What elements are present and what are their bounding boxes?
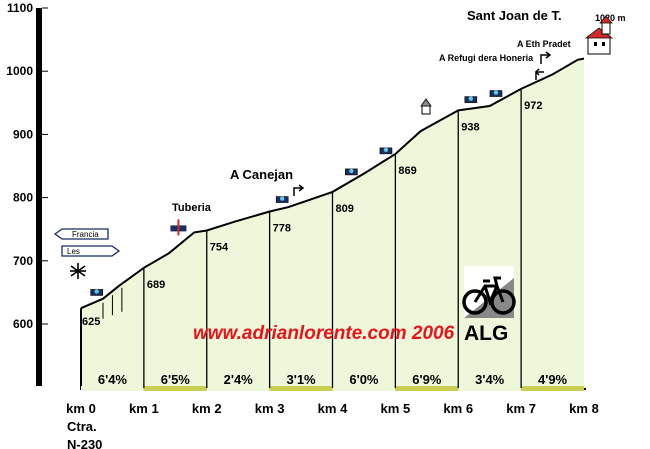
svg-text:Les: Les bbox=[67, 247, 80, 256]
km-elevation-label: 869 bbox=[398, 165, 416, 177]
water-fountain-icon bbox=[90, 289, 104, 296]
water-fountain-icon bbox=[379, 147, 393, 155]
y-tick-label: 900 bbox=[13, 127, 33, 141]
x-tick-labels: km 0 km 1 km 2 km 3 km 4 km 5 km 6 km 7 km 8 bbox=[66, 401, 599, 416]
gradient-band bbox=[269, 386, 333, 391]
water-fountain-icon bbox=[489, 90, 503, 97]
x-tick-label: km 7 bbox=[506, 401, 536, 416]
gradient-label: 6'0% bbox=[349, 372, 379, 387]
water-fountain-icon bbox=[345, 168, 358, 176]
km-elevation-label: 689 bbox=[147, 279, 165, 291]
tuberia-label: Tuberia bbox=[172, 202, 212, 214]
gradient-band bbox=[81, 386, 144, 391]
y-tick-label: 600 bbox=[13, 317, 33, 331]
km-elevation-label: 809 bbox=[336, 203, 354, 215]
km-elevation-label: 754 bbox=[210, 241, 229, 253]
y-tick-label: 1100 bbox=[7, 1, 33, 15]
turn-right-arrow-icon bbox=[293, 184, 305, 196]
gradient-labels: 6'4% 6'5% 2'4% 3'1% 6'0% 6'9% 3'4% 4'9% bbox=[81, 372, 584, 391]
gradient-label: 3'1% bbox=[287, 372, 317, 387]
y-axis-bar bbox=[36, 8, 42, 386]
gradient-label: 4'9% bbox=[538, 372, 568, 387]
francia-sign: Francia bbox=[53, 228, 109, 240]
start-label-line1: Ctra. bbox=[67, 419, 97, 434]
gradient-label: 3'4% bbox=[475, 372, 505, 387]
tuberia-pipe-icon bbox=[170, 219, 187, 236]
start-elevation-label: 625 bbox=[82, 316, 100, 328]
km-elevation-label: 972 bbox=[524, 100, 542, 112]
village-icon bbox=[584, 15, 614, 55]
profile-icons bbox=[90, 90, 503, 296]
gradient-band bbox=[332, 386, 396, 391]
canejan-label: A Canejan bbox=[230, 167, 293, 182]
x-tick-label: km 5 bbox=[381, 401, 411, 416]
x-tick-label: km 1 bbox=[129, 401, 159, 416]
summit-elevation-label: 1020 m bbox=[595, 13, 626, 23]
x-tick-label: km 6 bbox=[443, 401, 473, 416]
gradient-label: 6'4% bbox=[98, 372, 128, 387]
watermark-text: www.adrianlorente.com 2006 bbox=[193, 323, 455, 344]
start-label-line2: N-230 bbox=[67, 437, 102, 449]
les-sign: Les bbox=[61, 245, 121, 257]
x-tick-label: km 0 bbox=[66, 401, 96, 416]
water-fountain-icon bbox=[275, 196, 289, 203]
fork-arrow-icon bbox=[534, 51, 552, 80]
x-tick-label: km 4 bbox=[318, 401, 348, 416]
km-elevation-label: 778 bbox=[273, 223, 291, 235]
y-tick-labels: 600 700 800 900 1000 1100 bbox=[6, 1, 33, 331]
x-tick-label: km 2 bbox=[192, 401, 222, 416]
chart-title: Sant Joan de T. bbox=[467, 8, 562, 23]
brand-label: ALG bbox=[464, 322, 508, 345]
y-tick-label: 700 bbox=[13, 254, 33, 268]
gradient-band bbox=[206, 386, 270, 391]
gradient-band bbox=[395, 386, 459, 391]
gradient-label: 6'5% bbox=[161, 372, 191, 387]
x-tick-label: km 8 bbox=[569, 401, 599, 416]
grid bbox=[42, 7, 48, 325]
gradient-band bbox=[521, 386, 584, 391]
km-markers: 689 754 778 809 869 938 972 bbox=[102, 88, 542, 388]
km-elevation-label: 938 bbox=[461, 121, 479, 133]
water-fountain-icon bbox=[464, 96, 478, 103]
svg-text:Francia: Francia bbox=[72, 230, 99, 239]
chapel-icon bbox=[420, 98, 432, 115]
gradient-band bbox=[458, 386, 522, 391]
y-tick-label: 1000 bbox=[6, 64, 33, 78]
gradient-label: 6'9% bbox=[412, 372, 442, 387]
bicycle-logo-icon bbox=[462, 266, 516, 318]
gradient-band bbox=[143, 386, 207, 391]
x-tick-label: km 3 bbox=[255, 401, 285, 416]
refugi-label: A Refugi dera Honeria bbox=[439, 53, 534, 63]
pradet-label: A Eth Pradet bbox=[517, 39, 571, 49]
y-tick-label: 800 bbox=[13, 191, 33, 205]
snowflake-icon bbox=[70, 263, 86, 279]
profile-line bbox=[80, 57, 585, 310]
gradient-label: 2'4% bbox=[224, 372, 254, 387]
